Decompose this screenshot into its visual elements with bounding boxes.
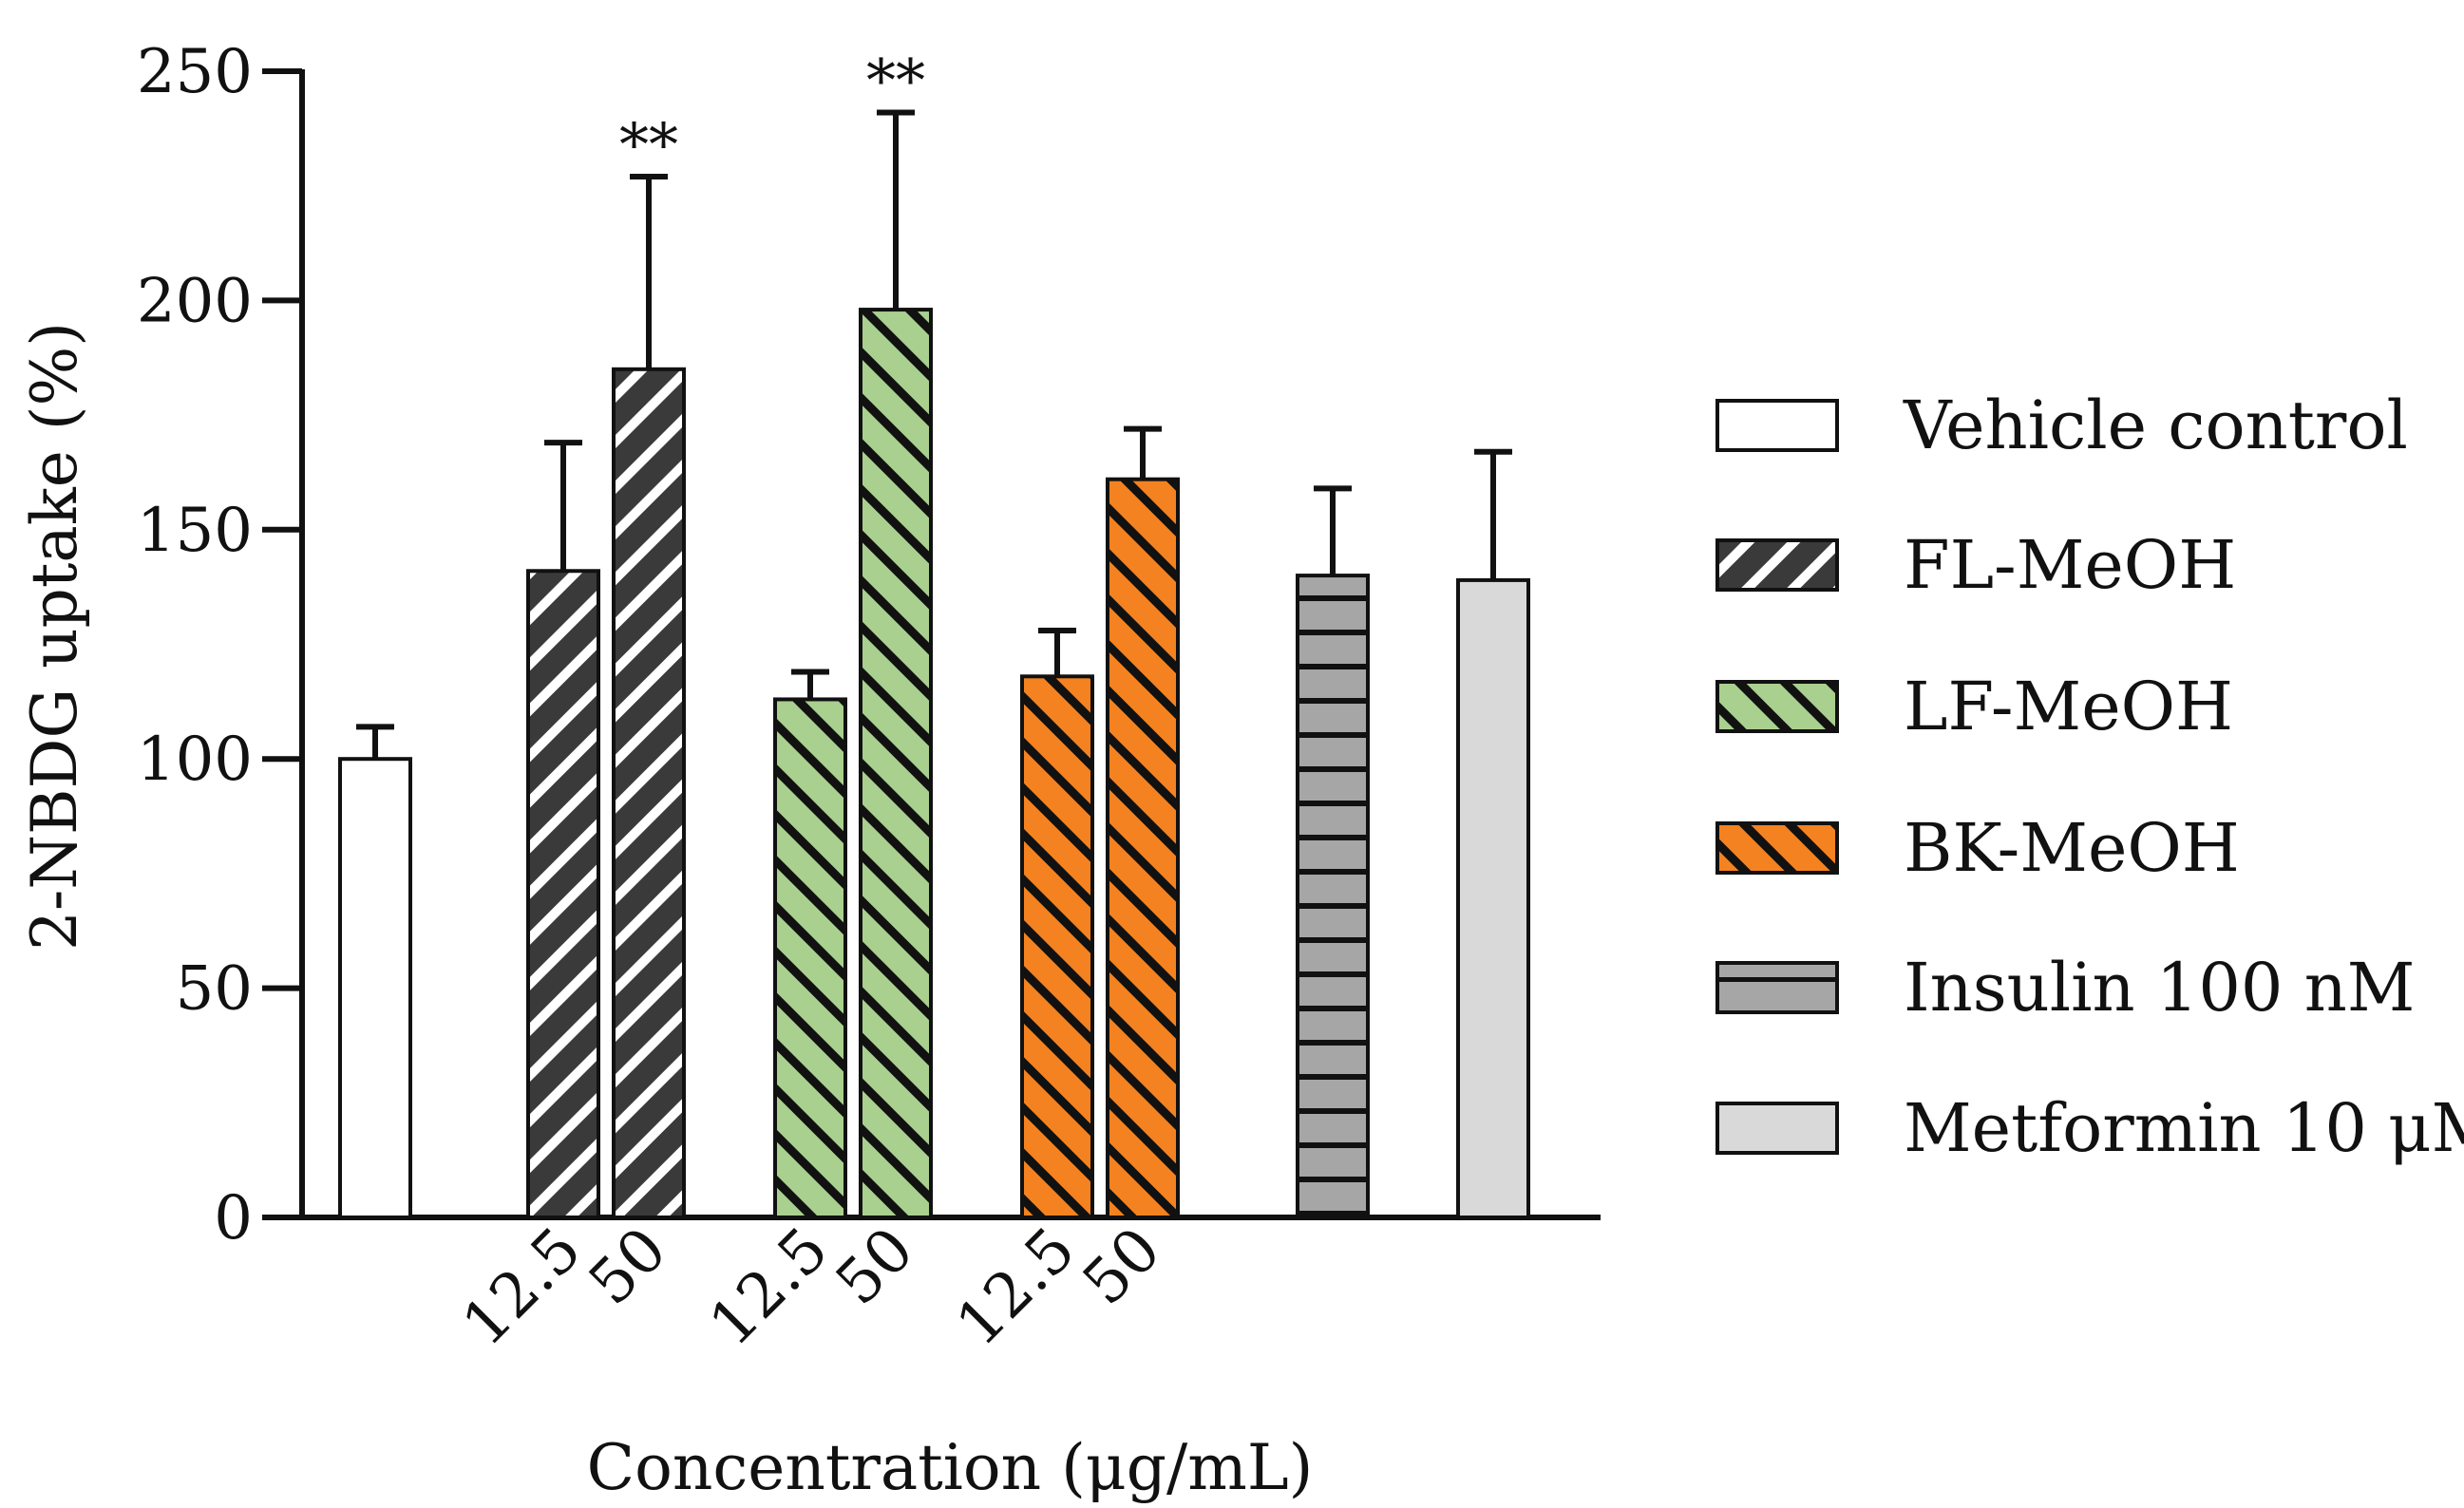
legend-label-2: LF-MeOH [1904, 668, 2233, 745]
x-tick-label-4: 50 [823, 1215, 927, 1319]
bar-0 [338, 757, 412, 1219]
bar-1 [526, 569, 600, 1219]
y-tick-label-50: 50 [176, 954, 253, 1025]
legend-swatch-0 [1715, 399, 1839, 452]
x-tick-label-5: 12.5 [943, 1215, 1089, 1360]
legend-label-3: BK-MeOH [1904, 809, 2240, 887]
bar-6 [1106, 477, 1180, 1219]
bars: 12.5**50 12.5**50 12.550 [338, 46, 1530, 1360]
significance-label-2: ** [619, 110, 678, 179]
significance-label-4: ** [866, 46, 925, 115]
bar-7 [1296, 574, 1370, 1219]
y-tick-label-150: 150 [137, 496, 253, 566]
bar-4 [859, 308, 933, 1219]
legend-label-4: Insulin 100 nM [1904, 949, 2415, 1027]
bar-3 [773, 697, 847, 1219]
legend-swatch-5 [1715, 1102, 1839, 1155]
x-tick-label-2: 50 [576, 1215, 680, 1319]
legend-swatch-1 [1715, 538, 1839, 592]
bar-2 [612, 367, 686, 1219]
legend-label-0: Vehicle control [1903, 386, 2408, 464]
y-tick-label-0: 0 [214, 1183, 253, 1254]
x-tick-label-3: 12.5 [696, 1215, 842, 1360]
x-axis-title: Concentration (μg/mL) [587, 1431, 1314, 1504]
legend: Vehicle control FL-MeOH LF-MeOH BK-MeOH Insu… [1715, 386, 2464, 1167]
bar-5 [1020, 674, 1094, 1219]
legend-label-1: FL-MeOH [1904, 526, 2236, 604]
legend-swatch-4 [1715, 961, 1839, 1014]
y-tick-label-250: 250 [137, 37, 253, 107]
bar-8 [1456, 577, 1530, 1219]
legend-label-5: Metformin 10 μM [1904, 1089, 2464, 1167]
x-tick-label-1: 12.5 [449, 1215, 595, 1360]
y-tick-label-200: 200 [137, 266, 253, 336]
y-axis-title: 2-NBDG uptake (%) [18, 322, 91, 951]
y-tick-label-100: 100 [137, 725, 253, 795]
legend-swatch-3 [1715, 821, 1839, 875]
axes: 0 50 100 150 200 250 [137, 37, 1601, 1254]
legend-swatch-2 [1715, 680, 1839, 733]
x-tick-label-6: 50 [1070, 1215, 1174, 1319]
